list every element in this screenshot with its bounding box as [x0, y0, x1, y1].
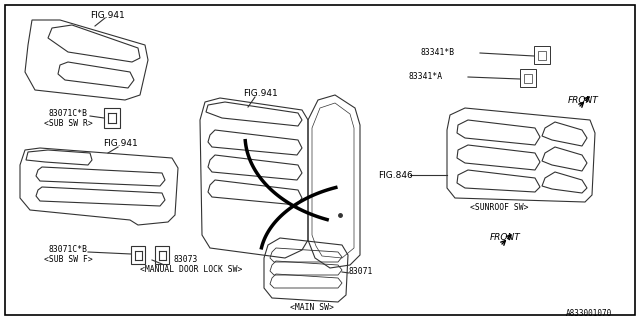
Text: 83073: 83073 — [173, 255, 197, 265]
Text: <MAIN SW>: <MAIN SW> — [290, 303, 334, 313]
Text: <SUB SW R>: <SUB SW R> — [44, 118, 93, 127]
Text: FRONT: FRONT — [490, 234, 521, 243]
Text: 83341*A: 83341*A — [408, 71, 442, 81]
Text: FIG.846: FIG.846 — [378, 171, 413, 180]
Text: A833001070: A833001070 — [566, 308, 612, 317]
Text: <SUNROOF SW>: <SUNROOF SW> — [470, 204, 529, 212]
Text: FIG.941: FIG.941 — [90, 11, 125, 20]
Text: 83341*B: 83341*B — [420, 47, 454, 57]
Text: 83071C*B: 83071C*B — [48, 108, 87, 117]
Text: FIG.941: FIG.941 — [103, 139, 138, 148]
Text: <MANUAL DOOR LOCK SW>: <MANUAL DOOR LOCK SW> — [140, 266, 243, 275]
Text: <SUB SW F>: <SUB SW F> — [44, 255, 93, 265]
Text: FIG.941: FIG.941 — [243, 89, 278, 98]
Text: 83071: 83071 — [348, 268, 372, 276]
Text: 83071C*B: 83071C*B — [48, 245, 87, 254]
Text: FRONT: FRONT — [568, 95, 599, 105]
